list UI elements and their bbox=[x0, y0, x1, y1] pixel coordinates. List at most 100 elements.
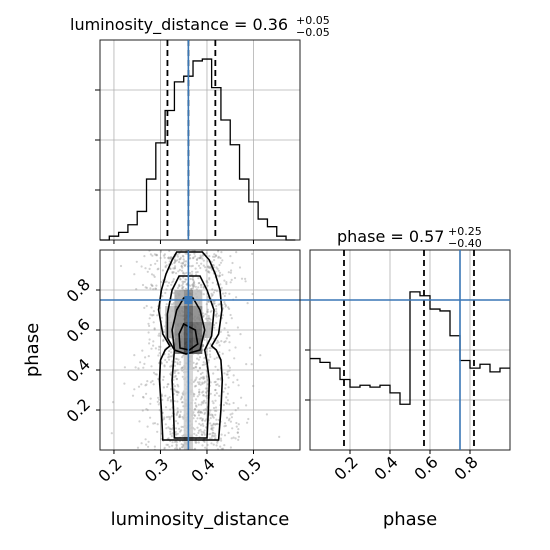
sample-point bbox=[214, 423, 217, 426]
sample-point bbox=[215, 422, 218, 425]
sample-point bbox=[204, 313, 207, 316]
sample-point bbox=[170, 364, 173, 367]
sample-point bbox=[175, 357, 178, 360]
sample-point bbox=[169, 408, 172, 411]
sample-point bbox=[197, 441, 200, 444]
sample-point bbox=[180, 367, 183, 370]
sample-point bbox=[158, 332, 161, 335]
sample-point bbox=[148, 342, 151, 345]
sample-point bbox=[179, 410, 182, 413]
sample-point bbox=[202, 424, 205, 427]
sample-point bbox=[206, 395, 209, 398]
sample-point bbox=[167, 437, 170, 440]
sample-point bbox=[199, 257, 202, 260]
sample-point bbox=[202, 286, 205, 289]
sample-point bbox=[224, 387, 227, 390]
sample-point bbox=[209, 422, 212, 425]
contour-level-2 bbox=[171, 297, 206, 355]
sample-point bbox=[204, 387, 207, 390]
sample-point bbox=[181, 434, 184, 437]
sample-point bbox=[181, 392, 184, 395]
sample-point bbox=[178, 447, 181, 450]
sample-point bbox=[213, 255, 216, 258]
sample-point bbox=[209, 342, 212, 346]
sample-point bbox=[214, 437, 217, 440]
sample-point bbox=[192, 278, 195, 281]
sample-point bbox=[217, 378, 220, 381]
sample-point bbox=[179, 361, 182, 364]
sample-point bbox=[212, 402, 215, 405]
sample-point bbox=[215, 321, 218, 325]
sample-point bbox=[169, 416, 172, 419]
sample-point bbox=[141, 283, 145, 287]
sample-point bbox=[192, 282, 195, 285]
title-ph-minus: −0.40 bbox=[448, 237, 482, 250]
sample-point bbox=[206, 378, 209, 381]
sample-point bbox=[137, 367, 140, 370]
sample-point bbox=[195, 258, 198, 261]
sample-point bbox=[194, 378, 197, 381]
sample-point bbox=[207, 270, 210, 273]
title-ld-plus: +0.05 bbox=[296, 14, 330, 27]
sample-point bbox=[203, 412, 206, 416]
sample-point bbox=[162, 418, 166, 421]
sample-point bbox=[193, 281, 196, 284]
sample-point bbox=[180, 395, 183, 398]
sample-point bbox=[211, 400, 214, 403]
sample-point bbox=[201, 254, 205, 257]
sample-point bbox=[215, 342, 218, 345]
sample-point bbox=[218, 384, 221, 388]
sample-point bbox=[209, 310, 212, 313]
sample-point bbox=[212, 372, 215, 375]
sample-point bbox=[175, 433, 178, 436]
sample-point bbox=[211, 431, 214, 435]
sample-point bbox=[155, 284, 158, 287]
sample-point bbox=[202, 361, 205, 364]
sample-point bbox=[149, 263, 152, 267]
sample-point bbox=[224, 292, 227, 295]
sample-point bbox=[162, 330, 166, 334]
sample-point bbox=[160, 280, 163, 284]
sample-point bbox=[199, 256, 202, 259]
sample-point bbox=[152, 383, 155, 386]
sample-point bbox=[173, 389, 176, 392]
sample-point bbox=[219, 437, 222, 440]
sample-point bbox=[212, 291, 215, 294]
sample-point bbox=[199, 411, 202, 414]
sample-point bbox=[162, 386, 165, 389]
sample-point bbox=[139, 361, 142, 364]
x-axis-label-phase: phase bbox=[383, 509, 437, 530]
sample-point bbox=[173, 261, 176, 264]
sample-point bbox=[179, 415, 182, 418]
sample-point bbox=[178, 284, 181, 287]
sample-point bbox=[214, 399, 217, 402]
sample-point bbox=[236, 326, 239, 329]
sample-point bbox=[183, 272, 186, 275]
sample-point bbox=[199, 410, 202, 413]
density-cell-6 bbox=[174, 306, 184, 322]
sample-point bbox=[146, 408, 149, 412]
sample-point bbox=[174, 427, 178, 430]
sample-point bbox=[176, 407, 179, 410]
sample-point bbox=[205, 394, 209, 397]
sample-point bbox=[196, 417, 199, 420]
sample-point bbox=[178, 416, 181, 419]
sample-point bbox=[204, 380, 207, 383]
sample-point bbox=[229, 420, 232, 423]
sample-point bbox=[144, 356, 147, 359]
sample-point bbox=[143, 306, 146, 309]
sample-point bbox=[189, 253, 192, 257]
sample-point bbox=[246, 302, 249, 305]
sample-point bbox=[247, 417, 250, 421]
sample-point bbox=[148, 338, 151, 341]
sample-point bbox=[164, 291, 167, 295]
sample-point bbox=[195, 258, 199, 261]
sample-point bbox=[182, 261, 185, 264]
sample-point bbox=[208, 346, 211, 350]
sample-point bbox=[205, 418, 208, 421]
sample-point bbox=[245, 404, 248, 407]
sample-point bbox=[149, 416, 152, 419]
sample-point bbox=[209, 265, 212, 268]
histogram-phase-step bbox=[310, 291, 510, 405]
sample-point bbox=[209, 347, 212, 350]
